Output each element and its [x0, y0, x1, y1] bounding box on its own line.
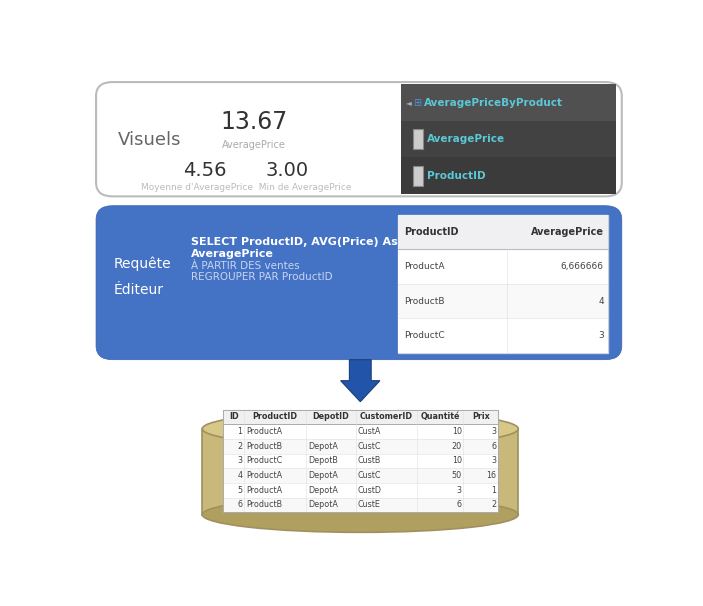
Text: DepotB: DepotB — [308, 456, 337, 465]
Text: 1: 1 — [238, 427, 243, 436]
Text: ProductB: ProductB — [246, 442, 283, 451]
Text: 6: 6 — [491, 442, 496, 451]
Text: AveragePrice: AveragePrice — [427, 134, 505, 144]
Text: ProductB: ProductB — [404, 296, 444, 305]
FancyBboxPatch shape — [223, 410, 498, 512]
Text: 1: 1 — [491, 486, 496, 494]
Text: Moyenne d'AveragePrice  Min de AveragePrice: Moyenne d'AveragePrice Min de AveragePri… — [141, 182, 351, 191]
Text: ProductA: ProductA — [246, 486, 283, 494]
Text: Prix: Prix — [472, 413, 490, 421]
Text: ProductA: ProductA — [246, 471, 283, 480]
Text: ProductA: ProductA — [246, 427, 283, 436]
FancyBboxPatch shape — [399, 284, 608, 318]
Text: ProductB: ProductB — [246, 501, 283, 510]
FancyBboxPatch shape — [223, 498, 498, 512]
Text: CustC: CustC — [358, 442, 382, 451]
FancyBboxPatch shape — [413, 165, 423, 186]
FancyBboxPatch shape — [96, 82, 622, 196]
Text: CustB: CustB — [358, 456, 381, 465]
FancyBboxPatch shape — [401, 121, 617, 158]
Text: 3: 3 — [491, 456, 496, 465]
Text: REGROUPER PAR ProductID: REGROUPER PAR ProductID — [191, 272, 333, 282]
Text: CustD: CustD — [358, 486, 382, 494]
Text: 3: 3 — [491, 427, 496, 436]
FancyBboxPatch shape — [399, 215, 608, 353]
Text: ⊞: ⊞ — [413, 98, 421, 108]
Text: CustC: CustC — [358, 471, 382, 480]
Text: ProductID: ProductID — [404, 227, 458, 237]
Text: Quantité: Quantité — [420, 413, 460, 421]
Text: ProductC: ProductC — [246, 456, 283, 465]
FancyBboxPatch shape — [223, 483, 498, 498]
FancyBboxPatch shape — [399, 215, 608, 250]
FancyBboxPatch shape — [223, 468, 498, 483]
Text: AveragePrice: AveragePrice — [222, 140, 286, 150]
Text: ProductID: ProductID — [427, 171, 486, 181]
FancyBboxPatch shape — [223, 439, 498, 454]
FancyBboxPatch shape — [223, 454, 498, 468]
Text: ◄: ◄ — [406, 98, 411, 107]
Text: 16: 16 — [486, 471, 496, 480]
Text: 2: 2 — [238, 442, 243, 451]
Text: 3: 3 — [457, 486, 462, 494]
Text: 3: 3 — [238, 456, 243, 465]
FancyBboxPatch shape — [413, 129, 423, 149]
Text: 13.67: 13.67 — [221, 110, 288, 134]
Text: ProductA: ProductA — [404, 262, 444, 271]
Polygon shape — [202, 429, 518, 514]
FancyBboxPatch shape — [223, 410, 498, 424]
Text: 6: 6 — [457, 501, 462, 510]
Text: 3: 3 — [598, 331, 604, 340]
Text: DepotID: DepotID — [312, 413, 349, 421]
Text: DepotA: DepotA — [308, 471, 337, 480]
Text: AveragePrice: AveragePrice — [531, 227, 604, 237]
Polygon shape — [341, 360, 380, 402]
FancyBboxPatch shape — [401, 158, 617, 194]
Text: CustE: CustE — [358, 501, 381, 510]
Text: 3.00: 3.00 — [265, 161, 309, 180]
Text: 4.56: 4.56 — [183, 161, 227, 180]
Text: AveragePriceByProduct: AveragePriceByProduct — [424, 98, 563, 108]
Text: À PARTIR DES ventes: À PARTIR DES ventes — [191, 261, 300, 271]
Text: ProductC: ProductC — [404, 331, 444, 340]
Text: SELECT ProductID, AVG(Price) As: SELECT ProductID, AVG(Price) As — [191, 236, 398, 247]
Text: Requête: Requête — [114, 257, 172, 271]
Ellipse shape — [202, 411, 518, 447]
Text: 50: 50 — [452, 471, 462, 480]
FancyBboxPatch shape — [401, 84, 617, 121]
Text: DepotA: DepotA — [308, 442, 337, 451]
Text: CustA: CustA — [358, 427, 381, 436]
FancyBboxPatch shape — [399, 250, 608, 284]
Text: Visuels: Visuels — [118, 132, 181, 150]
Ellipse shape — [202, 497, 518, 532]
Text: 2: 2 — [491, 501, 496, 510]
Text: 4: 4 — [598, 296, 604, 305]
Text: 6,666666: 6,666666 — [561, 262, 604, 271]
Text: Éditeur: Éditeur — [114, 282, 164, 297]
Text: 10: 10 — [452, 427, 462, 436]
Text: ID: ID — [228, 413, 238, 421]
FancyBboxPatch shape — [96, 205, 622, 360]
Text: 20: 20 — [452, 442, 462, 451]
FancyBboxPatch shape — [399, 318, 608, 353]
Text: DepotA: DepotA — [308, 486, 337, 494]
Text: 4: 4 — [238, 471, 243, 480]
Text: 5: 5 — [238, 486, 243, 494]
Text: ProductID: ProductID — [252, 413, 297, 421]
Text: 10: 10 — [452, 456, 462, 465]
Text: CustomerID: CustomerID — [360, 413, 413, 421]
Text: DepotA: DepotA — [308, 501, 337, 510]
FancyBboxPatch shape — [223, 424, 498, 439]
Text: AveragePrice: AveragePrice — [191, 249, 274, 259]
Text: 6: 6 — [238, 501, 243, 510]
